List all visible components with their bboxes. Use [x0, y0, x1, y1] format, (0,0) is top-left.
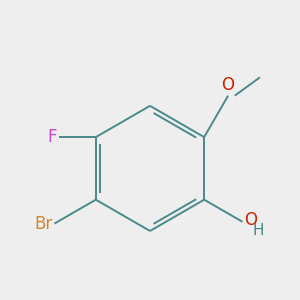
Text: O: O [244, 211, 257, 229]
Text: Br: Br [34, 214, 52, 232]
Text: O: O [222, 76, 235, 94]
Text: H: H [253, 224, 264, 238]
Text: F: F [48, 128, 57, 146]
